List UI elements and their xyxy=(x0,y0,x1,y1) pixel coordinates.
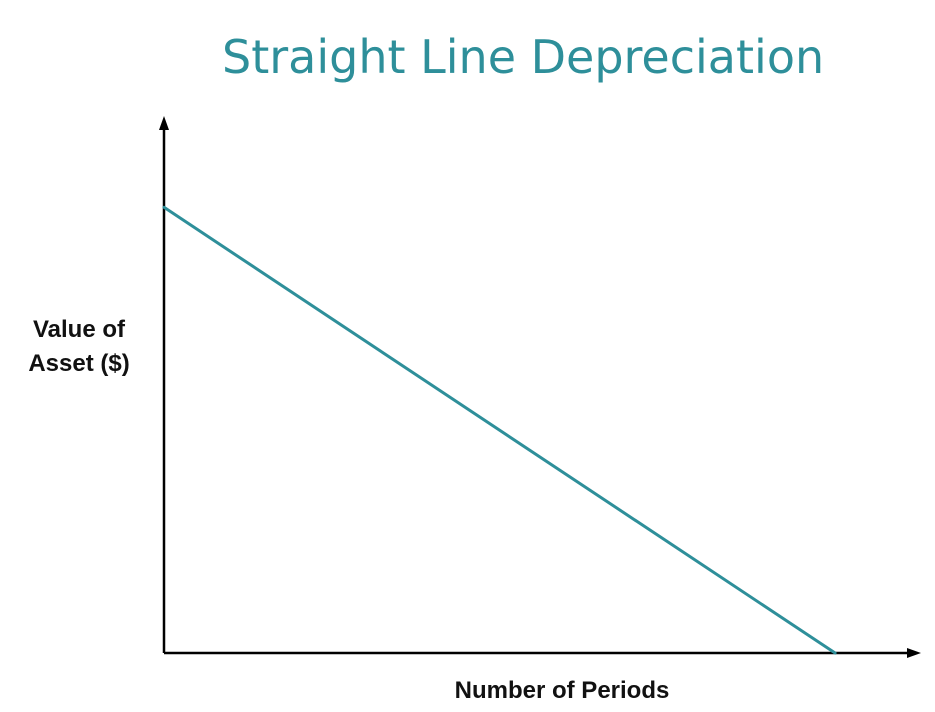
y-axis-label: Value of Asset ($) xyxy=(0,313,158,381)
series-layer xyxy=(162,205,837,655)
y-axis-label-line-2: Asset ($) xyxy=(28,350,130,377)
x-axis-label: Number of Periods xyxy=(454,677,670,704)
depreciation-line xyxy=(162,205,837,655)
axes xyxy=(159,116,921,658)
y-axis-arrowhead xyxy=(159,116,169,130)
y-axis-label-line-1: Value of xyxy=(32,316,126,343)
x-axis-arrowhead xyxy=(907,648,921,658)
chart-title: Straight Line Depreciation xyxy=(222,30,825,84)
